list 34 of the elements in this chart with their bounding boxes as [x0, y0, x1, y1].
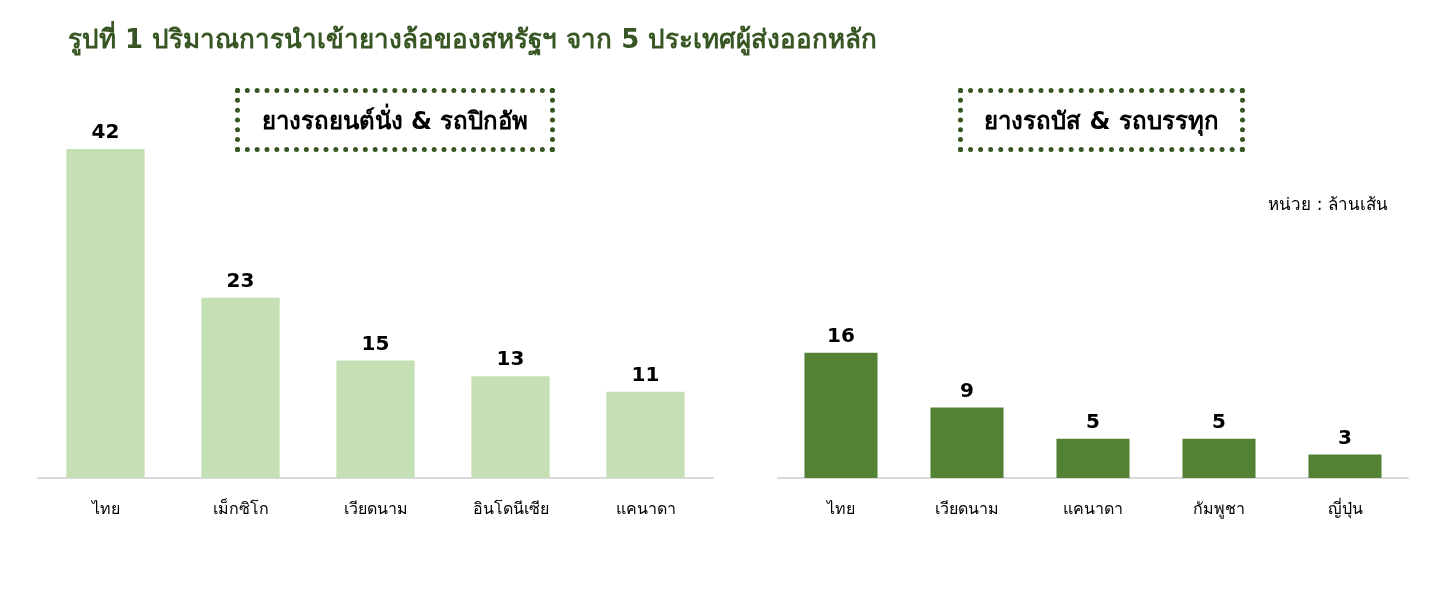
data-label: 11 [631, 361, 660, 386]
data-label: 9 [960, 377, 974, 402]
x-tick-label: อินโดนีเซีย [472, 498, 549, 518]
bar [804, 352, 878, 478]
data-label: 23 [226, 267, 255, 292]
x-tick-label: ไทย [89, 498, 120, 518]
chart-title: รูปที่ 1 ปริมาณการนำเข้ายางล้อของสหรัฐฯ จาก 5 ประเทศผู้ส่งออกหลัก [68, 20, 878, 58]
chart-subtitle: ยางรถบัส & รถบรรทุก [984, 105, 1219, 138]
bar [1308, 454, 1382, 478]
bar [336, 360, 415, 478]
x-tick-label: เวียดนาม [935, 498, 999, 518]
chart-subtitle: ยางรถยนต์นั่ง & รถปิกอัพ [261, 102, 529, 137]
bar [1182, 438, 1256, 478]
data-label: 3 [1338, 424, 1352, 449]
data-label: 42 [91, 119, 120, 143]
data-label: 16 [827, 322, 855, 347]
bar [606, 391, 685, 478]
bar [471, 376, 550, 478]
x-tick-label: แคนาดา [615, 498, 676, 518]
data-label: 13 [496, 346, 525, 371]
bar [1056, 438, 1130, 478]
bar [201, 297, 280, 478]
data-label: 5 [1086, 408, 1100, 433]
text: หน่วย : ล้านเส้น [1268, 193, 1388, 216]
x-tick-label: แคนาดา [1063, 498, 1123, 518]
x-tick-label: กัมพูชา [1193, 498, 1245, 519]
data-label: 5 [1212, 408, 1226, 433]
bar [66, 149, 145, 478]
bar [930, 407, 1004, 478]
x-tick-label: เวียดนาม [343, 498, 408, 518]
data-label: 15 [361, 330, 390, 355]
x-tick-label: ไทย [825, 498, 855, 518]
x-tick-label: เม็กซิโก [212, 497, 269, 518]
x-tick-label: ญี่ปุ่น [1327, 496, 1363, 519]
